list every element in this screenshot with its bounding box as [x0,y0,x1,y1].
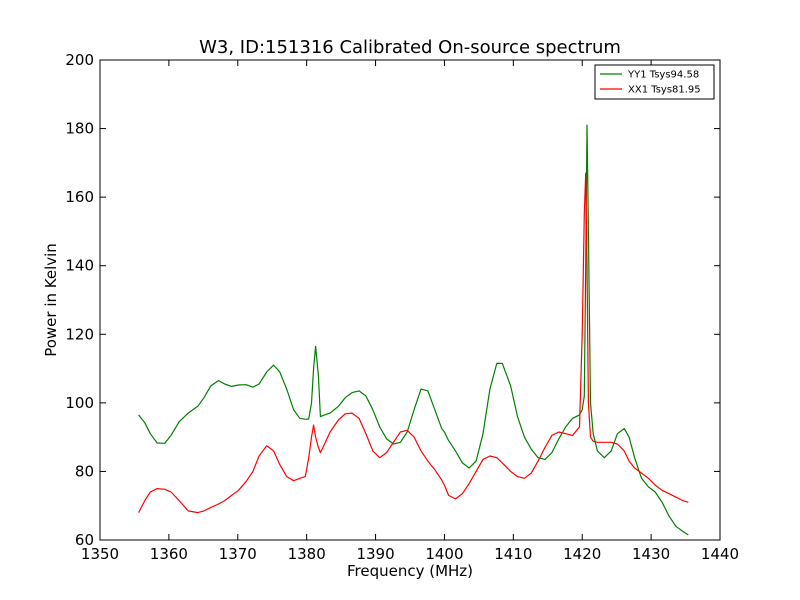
legend: YY1 Tsys94.58 XX1 Tsys81.95 [594,64,715,100]
y-tick-label: 120 [65,325,94,343]
legend-label-yy1: YY1 Tsys94.58 [627,70,699,81]
x-tick-label: 1350 [81,545,119,563]
x-tick-label: 1440 [701,545,739,563]
y-tick-label: 160 [65,188,94,206]
x-tick-label: 1410 [494,545,532,563]
series-line-yy1 [138,124,689,536]
y-tick-label: 180 [65,120,94,138]
x-tick-label: 1390 [356,545,394,563]
x-tick-label: 1360 [150,545,188,563]
x-tick-label: 1430 [632,545,670,563]
y-tick-label: 100 [65,394,94,412]
y-tick-label: 200 [65,51,94,69]
legend-box [594,64,715,100]
y-tick-label: 80 [75,462,94,480]
y-axis-label: Power in Kelvin [42,243,60,357]
x-axis-label: Frequency (MHz) [347,562,473,580]
series-line-xx1 [138,172,689,514]
y-tick-label: 60 [75,531,94,549]
x-tick-label: 1380 [288,545,326,563]
y-tick-label: 140 [65,257,94,275]
x-axis: 1350 1360 1370 1380 1390 1400 1410 1420 1430 1440 [81,60,739,563]
plot-frame [99,59,721,541]
chart-title: W3, ID:151316 Calibrated On-source spect… [199,37,621,58]
x-tick-label: 1400 [425,545,463,563]
x-tick-label: 1420 [563,545,601,563]
y-axis: 60 80 100 120 140 160 180 200 [65,51,720,549]
series-layer [138,124,689,536]
x-tick-label: 1370 [219,545,257,563]
legend-label-xx1: XX1 Tsys81.95 [628,85,701,96]
